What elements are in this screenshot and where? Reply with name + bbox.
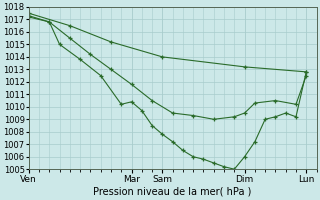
X-axis label: Pression niveau de la mer( hPa ): Pression niveau de la mer( hPa ) [93,187,252,197]
